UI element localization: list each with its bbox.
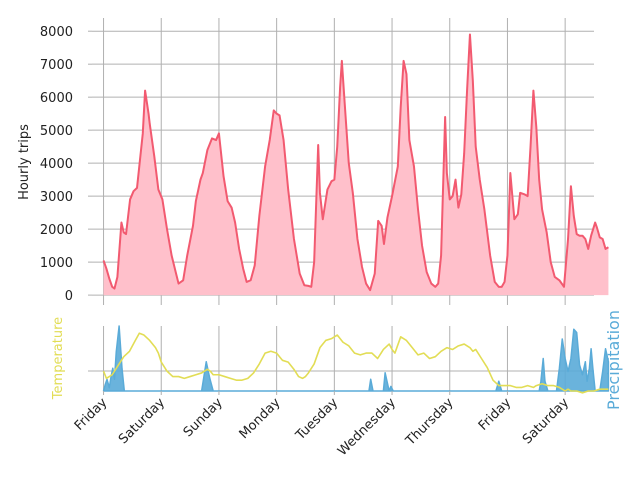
day-xtick-label-6: Thursday	[403, 395, 457, 449]
day-xtick-label-0: Friday	[72, 395, 111, 434]
day-xtick-label-4: Tuesday	[292, 395, 341, 444]
precipitation-area	[102, 325, 610, 392]
trips-ytick-label-0: 0	[65, 289, 73, 304]
precipitation-axis-title: Precipitation	[604, 310, 623, 410]
temperature-line	[102, 332, 609, 394]
trips-ytick-label-7: 7000	[40, 58, 73, 73]
trips-ytick-label-8: 8000	[40, 25, 73, 40]
trips-ytick-label-1: 1000	[40, 256, 73, 271]
day-x-ticks: Friday Saturday Sunday Monday TuesdayWednesd…	[72, 391, 572, 459]
trips-ytick-label-3: 3000	[40, 190, 73, 205]
temperature-axis-title: Temperature	[51, 317, 66, 400]
weather-plot: Friday Saturday Sunday Monday TuesdayWednesd…	[51, 310, 623, 459]
trips-ytick-label-5: 5000	[40, 124, 73, 139]
trips-y-ticks: 0 1000 2000 3000 4000 5000 6000 7000 8000	[40, 25, 92, 304]
day-xtick-label-2: Sunday	[181, 395, 226, 440]
day-xtick-label-5: Wednesday	[335, 395, 399, 459]
day-xtick-label-8: Saturday	[520, 395, 572, 447]
trips-ytick-label-2: 2000	[40, 223, 73, 238]
day-xtick-label-3: Monday	[237, 395, 284, 442]
trips-ytick-label-4: 4000	[40, 157, 73, 172]
trips-series	[102, 33, 609, 296]
trips-line-0	[102, 33, 609, 292]
day-xtick-label-1: Saturday	[116, 395, 168, 447]
trips-y-axis-title: Hourly trips	[17, 124, 32, 200]
day-xtick-label-7: Friday	[476, 395, 515, 434]
trips-area-0	[103, 34, 609, 296]
hourly-trips-plot: 0 1000 2000 3000 4000 5000 6000 7000 8000 Hourly…	[17, 18, 609, 305]
weather-series	[102, 325, 610, 394]
trips-ytick-label-6: 6000	[40, 91, 73, 106]
weather-grid	[88, 326, 594, 391]
